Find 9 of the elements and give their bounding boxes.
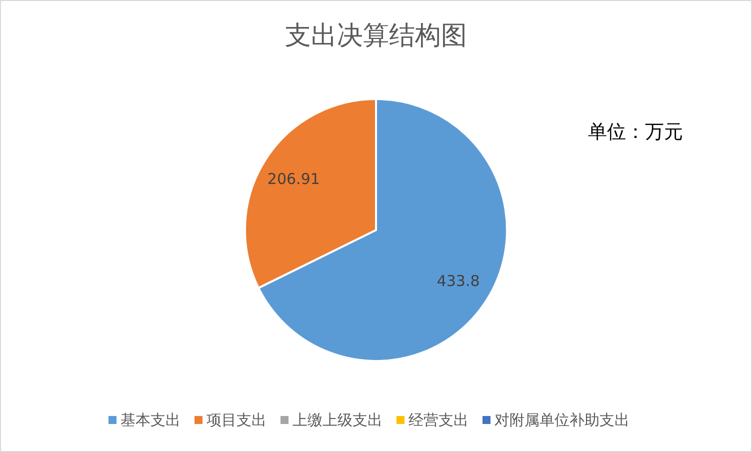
data-label: 206.91 (267, 170, 320, 188)
legend-label: 项目支出 (206, 411, 266, 429)
data-label: 433.8 (436, 272, 480, 290)
legend-label: 对附属单位补助支出 (494, 411, 630, 429)
legend-label: 基本支出 (120, 411, 180, 429)
chart-title: 支出决算结构图 (285, 21, 467, 51)
legend-label: 经营支出 (408, 411, 468, 429)
text: 单位：万元 (588, 121, 683, 143)
legend-label: 上缴上级支出 (292, 411, 382, 429)
